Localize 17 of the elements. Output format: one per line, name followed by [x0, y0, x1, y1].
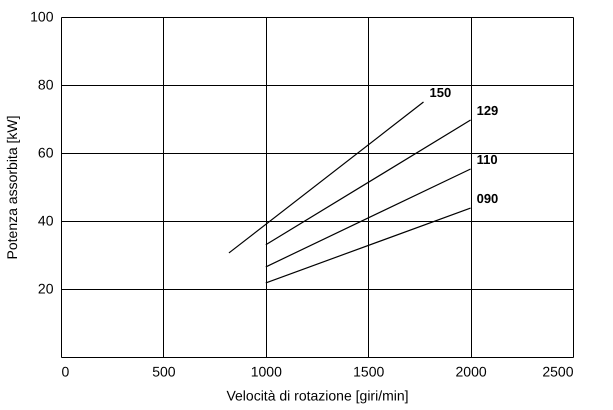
y-tick-label: 20	[38, 280, 54, 296]
series-label: 110	[476, 152, 498, 167]
x-tick-label: 0	[62, 364, 70, 380]
x-axis-title: Velocità di rotazione [giri/min]	[226, 388, 409, 404]
x-tick-label: 2000	[456, 364, 487, 380]
y-tick-label: 40	[38, 212, 54, 228]
y-tick-label: 100	[30, 8, 54, 24]
x-tick-label: 1000	[250, 364, 282, 380]
x-tick-label: 1500	[353, 364, 384, 380]
x-tick-label: 2500	[542, 364, 574, 380]
series-label: 090	[476, 191, 498, 206]
y-axis-title: Potenza assorbita [kW]	[4, 116, 20, 260]
series-label: 150	[429, 85, 452, 100]
y-tick-label: 60	[38, 144, 54, 160]
y-tick-label: 80	[38, 76, 54, 92]
x-tick-label: 500	[152, 364, 176, 380]
series-label: 129	[476, 103, 498, 118]
